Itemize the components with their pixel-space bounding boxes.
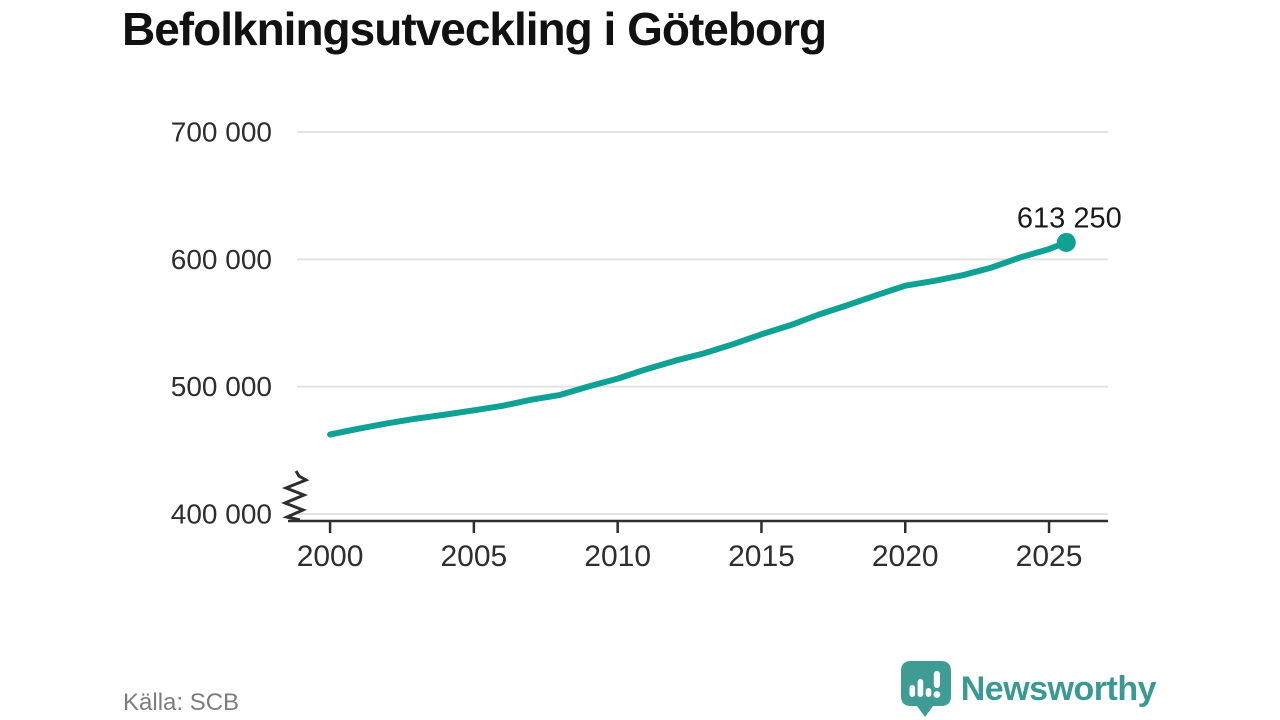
x-tick-label: 2025	[1016, 540, 1083, 573]
y-tick-label: 500 000	[171, 371, 272, 402]
y-tick-label: 400 000	[171, 499, 272, 530]
x-tick-label: 2010	[584, 540, 651, 573]
newsworthy-logo-text: Newsworthy	[960, 669, 1157, 708]
axis-break-icon	[281, 470, 310, 522]
y-tick-label: 700 000	[171, 117, 272, 148]
end-point-marker	[1056, 232, 1076, 252]
x-tick-label: 2015	[728, 540, 795, 573]
x-tick-label: 2000	[297, 540, 364, 573]
end-value-label: 613 250	[1017, 202, 1122, 234]
x-tick-label: 2020	[872, 540, 939, 573]
x-tick-label: 2005	[440, 540, 507, 573]
y-tick-label: 600 000	[171, 244, 272, 275]
source-label: Källa: SCB	[123, 689, 240, 716]
newsworthy-logo: Newsworthy	[900, 660, 1157, 718]
chart-title: Befolkningsutveckling i Göteborg	[122, 3, 827, 55]
population-line	[327, 239, 1070, 438]
bar-chart-speech-bubble-icon	[900, 661, 951, 717]
